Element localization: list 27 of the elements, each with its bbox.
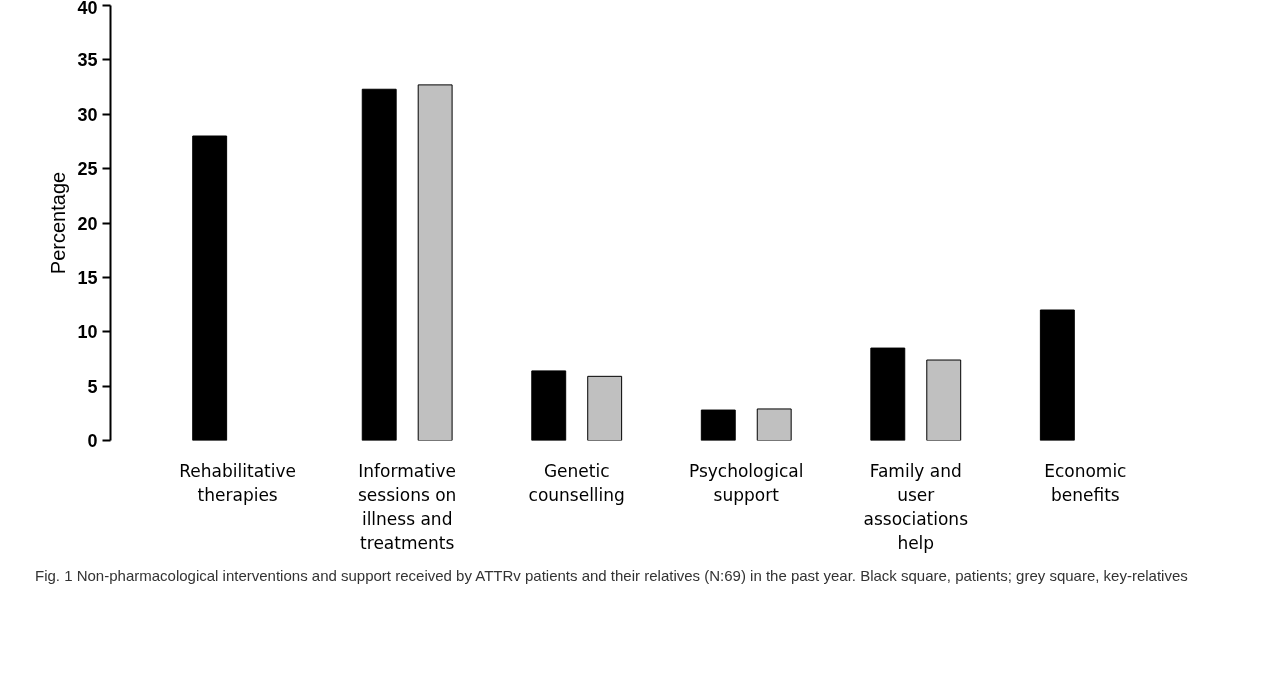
- bar: [417, 84, 453, 441]
- bar: [870, 347, 906, 441]
- bar: [700, 409, 736, 441]
- y-tick-label: 40: [77, 0, 98, 18]
- y-tick-label: 10: [77, 322, 98, 343]
- x-tick-label: Family and user associations help: [863, 460, 969, 553]
- bar: [361, 88, 397, 441]
- y-tick-label: 20: [77, 213, 98, 234]
- bar: [1039, 309, 1075, 441]
- y-tick-label: 0: [87, 431, 98, 451]
- y-tick-label: 25: [77, 159, 98, 180]
- y-tick-label: 35: [77, 50, 98, 71]
- caption: Fig. 1 Non-pharmacological interventions and support received by ATTRv patients and their relatives (N:69) in the past year. Black square, patients; grey square, key-relatives: [34, 566, 1189, 586]
- x-tick-label: Informative sessions on illness and treatments: [358, 460, 457, 553]
- x-tick-label: Psychological support: [688, 460, 804, 505]
- x-tick-label: Economic benefits: [1044, 460, 1127, 505]
- y-tick-label: 30: [77, 104, 98, 125]
- bar: [531, 370, 567, 441]
- y-tick-label: 5: [87, 376, 98, 397]
- y-tick-label: 15: [77, 267, 98, 288]
- x-tick-label: Genetic counselling: [528, 460, 625, 505]
- bar: [756, 408, 792, 441]
- y-axis-title: Percentage: [47, 171, 70, 275]
- x-tick-label: Rehabilitative therapies: [179, 460, 296, 505]
- bar: [926, 359, 962, 441]
- bar: [192, 135, 228, 441]
- bar: [587, 375, 623, 441]
